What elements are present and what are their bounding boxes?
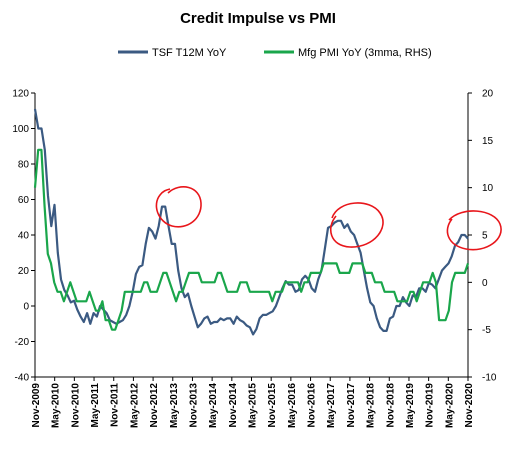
x-tick-label: May-2018 <box>366 383 377 428</box>
y-left-tick-label: -40 <box>15 373 30 384</box>
x-tick-label: May-2020 <box>444 383 455 428</box>
x-tick-label: Nov-2015 <box>267 383 278 428</box>
x-tick-label: May-2012 <box>129 383 140 428</box>
x-tick-label: Nov-2017 <box>346 383 357 428</box>
y-left-tick-label: 60 <box>18 195 30 206</box>
x-tick-label: Nov-2012 <box>149 383 160 428</box>
annotation-circle-2017 <box>329 202 384 248</box>
annotation-circle-2013 <box>155 186 202 228</box>
x-tick-label: Nov-2020 <box>464 383 475 428</box>
x-tick-label: Nov-2016 <box>307 383 318 428</box>
x-tick-label: May-2013 <box>169 383 180 428</box>
x-tick-label: May-2015 <box>248 383 259 428</box>
y-right-tick-label: 20 <box>482 89 494 100</box>
y-left-tick-label: 120 <box>12 89 29 100</box>
y-left-tick-label: -20 <box>15 337 30 348</box>
x-tick-label: Nov-2011 <box>110 383 121 427</box>
annotation-circle-2020 <box>446 210 502 251</box>
x-tick-label: May-2011 <box>90 383 101 428</box>
x-tick-label: Nov-2014 <box>228 383 239 428</box>
y-left-tick-label: 100 <box>12 124 29 135</box>
axes: -40 -20 0 20 40 60 80 100 120 -10 -5 0 5 10 15 20 Nov-20… <box>12 89 497 429</box>
y-right-tick-label: -10 <box>482 373 497 384</box>
x-tick-label: Nov-2019 <box>425 383 436 428</box>
y-right-tick-label: -5 <box>482 325 491 336</box>
x-tick-label: May-2019 <box>405 383 416 428</box>
x-tick-label: May-2016 <box>287 383 298 428</box>
series-line-pmi <box>33 148 470 331</box>
x-tick-label: Nov-2009 <box>31 383 42 428</box>
x-tick-label: May-2017 <box>326 383 337 428</box>
legend-label-pmi: Mfg PMI YoY (3mma, RHS) <box>298 47 432 59</box>
y-right-tick-label: 5 <box>482 231 488 242</box>
legend-label-tsf: TSF T12M YoY <box>152 47 227 59</box>
x-tick-label: Nov-2018 <box>385 383 396 428</box>
y-left-tick-label: 20 <box>18 266 30 277</box>
y-left-tick-label: 40 <box>18 231 30 242</box>
y-right-tick-label: 10 <box>482 183 494 194</box>
legend: TSF T12M YoY Mfg PMI YoY (3mma, RHS) <box>118 47 432 59</box>
x-tick-label: May-2010 <box>51 383 62 428</box>
y-left-tick-label: 0 <box>23 302 29 313</box>
x-tick-label: May-2014 <box>208 383 219 428</box>
annotations <box>155 186 502 251</box>
x-tick-label: Nov-2013 <box>188 383 199 428</box>
series-lines <box>33 108 470 336</box>
x-tick-label: Nov-2010 <box>70 383 81 428</box>
chart-title: Credit Impulse vs PMI <box>180 10 336 27</box>
y-right-tick-label: 15 <box>482 136 494 147</box>
series-line-tsf <box>33 108 469 336</box>
y-right-tick-label: 0 <box>482 278 488 289</box>
y-left-tick-label: 80 <box>18 160 30 171</box>
